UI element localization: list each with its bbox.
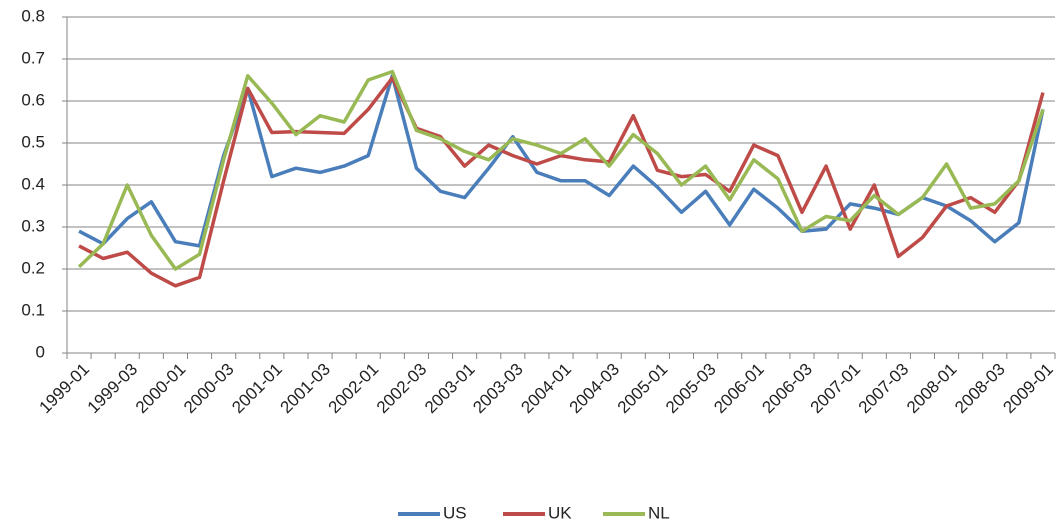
x-tick-label: 2003-01 bbox=[421, 360, 479, 418]
x-tick-label: 2007-01 bbox=[807, 360, 865, 418]
y-tick-label: 0.4 bbox=[21, 174, 45, 193]
y-tick-label: 0.8 bbox=[21, 6, 45, 25]
series-line bbox=[77, 69, 1045, 271]
legend-label: US bbox=[443, 503, 467, 522]
y-tick-label: 0.7 bbox=[21, 48, 45, 67]
x-tick-label: 2002-03 bbox=[373, 360, 431, 418]
x-tick-label: 2000-03 bbox=[180, 360, 238, 418]
x-tick-label: 2005-03 bbox=[662, 360, 720, 418]
x-tick-label: 2008-01 bbox=[903, 360, 961, 418]
x-tick-label: 2004-01 bbox=[517, 360, 575, 418]
x-tick-label: 2001-01 bbox=[228, 360, 286, 418]
x-tick-label: 2008-03 bbox=[951, 360, 1009, 418]
x-tick-label: 2006-01 bbox=[710, 360, 768, 418]
series-line bbox=[78, 76, 1045, 288]
x-tick-label: 2005-01 bbox=[614, 360, 672, 418]
legend-label: UK bbox=[548, 503, 572, 522]
y-tick-label: 0.1 bbox=[21, 300, 45, 319]
y-tick-label: 0.6 bbox=[21, 90, 45, 109]
y-tick-label: 0 bbox=[36, 342, 45, 361]
x-tick-label: 1999-01 bbox=[35, 360, 93, 418]
x-tick-label: 2002-01 bbox=[325, 360, 383, 418]
x-tick-label: 2006-03 bbox=[758, 360, 816, 418]
y-tick-label: 0.2 bbox=[21, 258, 45, 277]
x-tick-label: 2007-03 bbox=[855, 360, 913, 418]
x-tick-label: 1999-03 bbox=[84, 360, 142, 418]
x-tick-label: 2000-01 bbox=[132, 360, 190, 418]
x-tick-label: 2003-03 bbox=[469, 360, 527, 418]
x-tick-label: 2004-03 bbox=[566, 360, 624, 418]
y-tick-label: 0.3 bbox=[21, 216, 45, 235]
x-tick-label: 2009-01 bbox=[999, 360, 1057, 418]
legend-label: NL bbox=[648, 503, 670, 522]
y-tick-label: 0.5 bbox=[21, 132, 45, 151]
x-tick-label: 2001-03 bbox=[276, 360, 334, 418]
